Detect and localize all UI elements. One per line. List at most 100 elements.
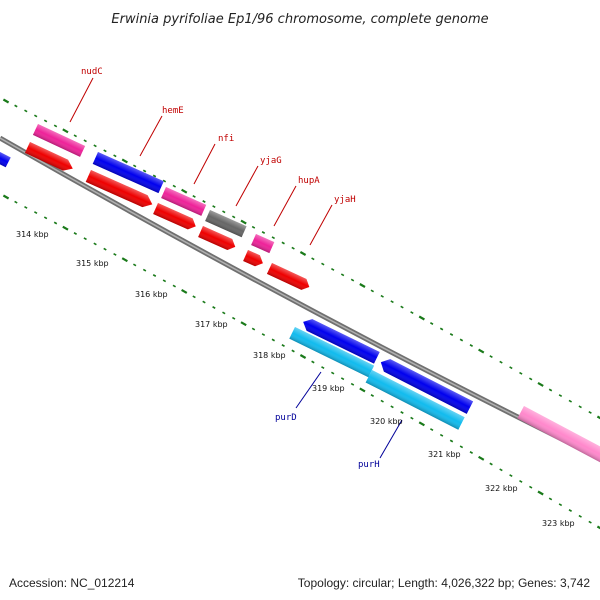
major-tick — [2, 98, 10, 104]
major-tick — [181, 288, 188, 294]
upper-leader-lines — [69, 77, 333, 246]
feature-hupA-pink[interactable] — [251, 234, 275, 254]
minor-tick — [350, 382, 355, 386]
minor-tick — [133, 164, 137, 168]
kbp-label: 320 kbp — [370, 417, 403, 426]
minor-tick — [93, 242, 97, 246]
gene-label-hupA[interactable]: hupA — [298, 176, 320, 186]
major-tick — [418, 421, 425, 427]
major-tick — [596, 525, 600, 531]
feature-pink-right[interactable] — [517, 406, 600, 464]
feature-yjaG-grey[interactable] — [205, 210, 247, 238]
feature-yjaG-red[interactable] — [198, 226, 238, 252]
minor-tick — [34, 114, 38, 118]
gene-label-purH[interactable]: purH — [358, 460, 380, 470]
feature-blue-left[interactable] — [0, 142, 11, 168]
gene-label-nfi[interactable]: nfi — [218, 134, 234, 144]
minor-tick — [162, 179, 167, 183]
minor-tick — [331, 371, 335, 375]
feature-nfi-pink[interactable] — [161, 187, 207, 216]
minor-tick — [261, 333, 266, 337]
minor-tick — [548, 388, 553, 392]
gene-label-yjaH[interactable]: yjaH — [334, 195, 356, 205]
feature-nudC-red[interactable] — [24, 142, 75, 174]
gene-label-purD[interactable]: purD — [275, 413, 297, 423]
minor-tick — [172, 284, 176, 288]
minor-tick — [53, 221, 58, 225]
minor-tick — [489, 355, 493, 359]
gene-label-nudC[interactable]: nudC — [81, 67, 103, 77]
minor-tick — [410, 311, 414, 315]
accession-text: Accession: NC_012214 — [9, 576, 135, 590]
minor-tick — [232, 316, 236, 320]
major-tick — [121, 257, 128, 263]
minor-tick — [400, 411, 404, 414]
minor-tick — [14, 104, 18, 108]
minor-tick — [83, 139, 87, 143]
gene-labels: nudC hemE nfi yjaG hupA yjaH purD purH — [81, 67, 380, 470]
minor-tick — [588, 520, 592, 524]
kbp-label: 323 kbp — [542, 519, 575, 528]
minor-tick — [469, 451, 473, 454]
minor-tick — [281, 241, 285, 245]
minor-tick — [380, 399, 384, 403]
minor-tick — [370, 394, 374, 397]
lower-leader-lines — [295, 371, 403, 459]
major-tick — [2, 194, 10, 200]
minor-tick — [321, 262, 325, 266]
gene-label-hemE[interactable]: hemE — [162, 106, 184, 116]
feature-nfi-red[interactable] — [153, 203, 198, 232]
kbp-label: 315 kbp — [76, 259, 109, 268]
minor-tick — [459, 338, 464, 342]
genome-summary-text: Topology: circular; Length: 4,026,322 bp… — [298, 576, 591, 590]
minor-tick — [548, 497, 553, 501]
feature-purH-cyan[interactable] — [365, 370, 465, 430]
chromosome-backbone — [0, 135, 600, 461]
minor-tick — [261, 231, 266, 234]
minor-tick — [390, 300, 394, 304]
minor-tick — [142, 268, 147, 272]
minor-tick — [232, 215, 236, 219]
major-tick — [418, 315, 425, 321]
kbp-label: 317 kbp — [195, 320, 228, 329]
minor-tick — [251, 225, 256, 229]
minor-tick — [24, 205, 28, 209]
minor-tick — [212, 205, 216, 209]
feature-purH-blue[interactable] — [378, 356, 474, 414]
minor-tick — [340, 273, 345, 277]
minor-tick — [43, 216, 48, 220]
minor-tick — [400, 305, 404, 309]
feature-hemE-red[interactable] — [85, 170, 155, 210]
major-tick — [62, 128, 69, 134]
minor-tick — [568, 399, 572, 403]
minor-tick — [499, 360, 503, 364]
minor-tick — [321, 366, 325, 370]
kbp-label: 319 kbp — [312, 384, 345, 393]
outer-tick-ring — [2, 98, 600, 421]
feature-nudC-pink[interactable] — [32, 124, 86, 157]
major-tick — [359, 387, 366, 393]
minor-tick — [519, 479, 523, 483]
feature-hemE-blue[interactable] — [92, 152, 164, 194]
minor-tick — [192, 295, 196, 299]
feature-purD-blue[interactable] — [300, 316, 380, 364]
minor-tick — [499, 468, 503, 472]
minor-tick — [103, 247, 107, 251]
minor-tick — [152, 274, 157, 277]
kbp-label: 316 kbp — [135, 290, 168, 299]
major-tick — [478, 455, 485, 461]
feature-purD-cyan[interactable] — [289, 327, 375, 378]
minor-tick — [459, 445, 464, 449]
minor-tick — [449, 333, 454, 336]
minor-tick — [142, 169, 147, 173]
minor-tick — [340, 377, 345, 381]
gene-label-yjaG[interactable]: yjaG — [260, 156, 282, 166]
minor-tick — [271, 338, 275, 342]
feature-yjaH-red[interactable] — [266, 263, 312, 292]
feature-hupA-red[interactable] — [243, 250, 265, 269]
minor-tick — [14, 200, 18, 204]
minor-tick — [73, 232, 77, 235]
minor-tick — [449, 439, 454, 443]
kbp-label: 321 kbp — [428, 450, 461, 459]
kbp-labels: 314 kbp 315 kbp 316 kbp 317 kbp 318 kbp … — [16, 230, 575, 528]
